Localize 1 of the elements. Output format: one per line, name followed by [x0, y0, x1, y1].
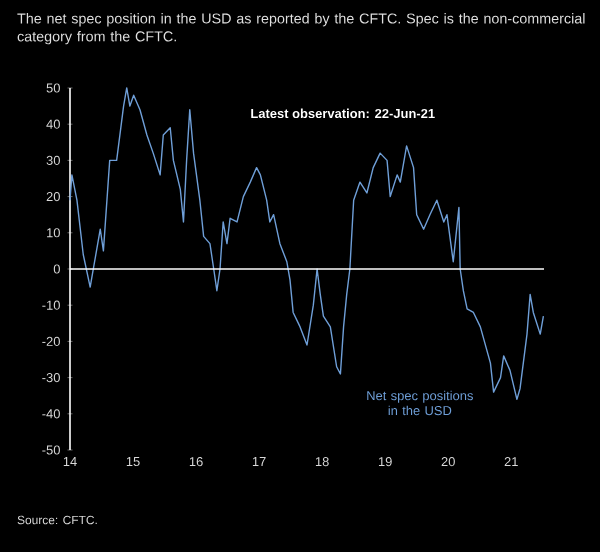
- line-series: [69, 87, 545, 401]
